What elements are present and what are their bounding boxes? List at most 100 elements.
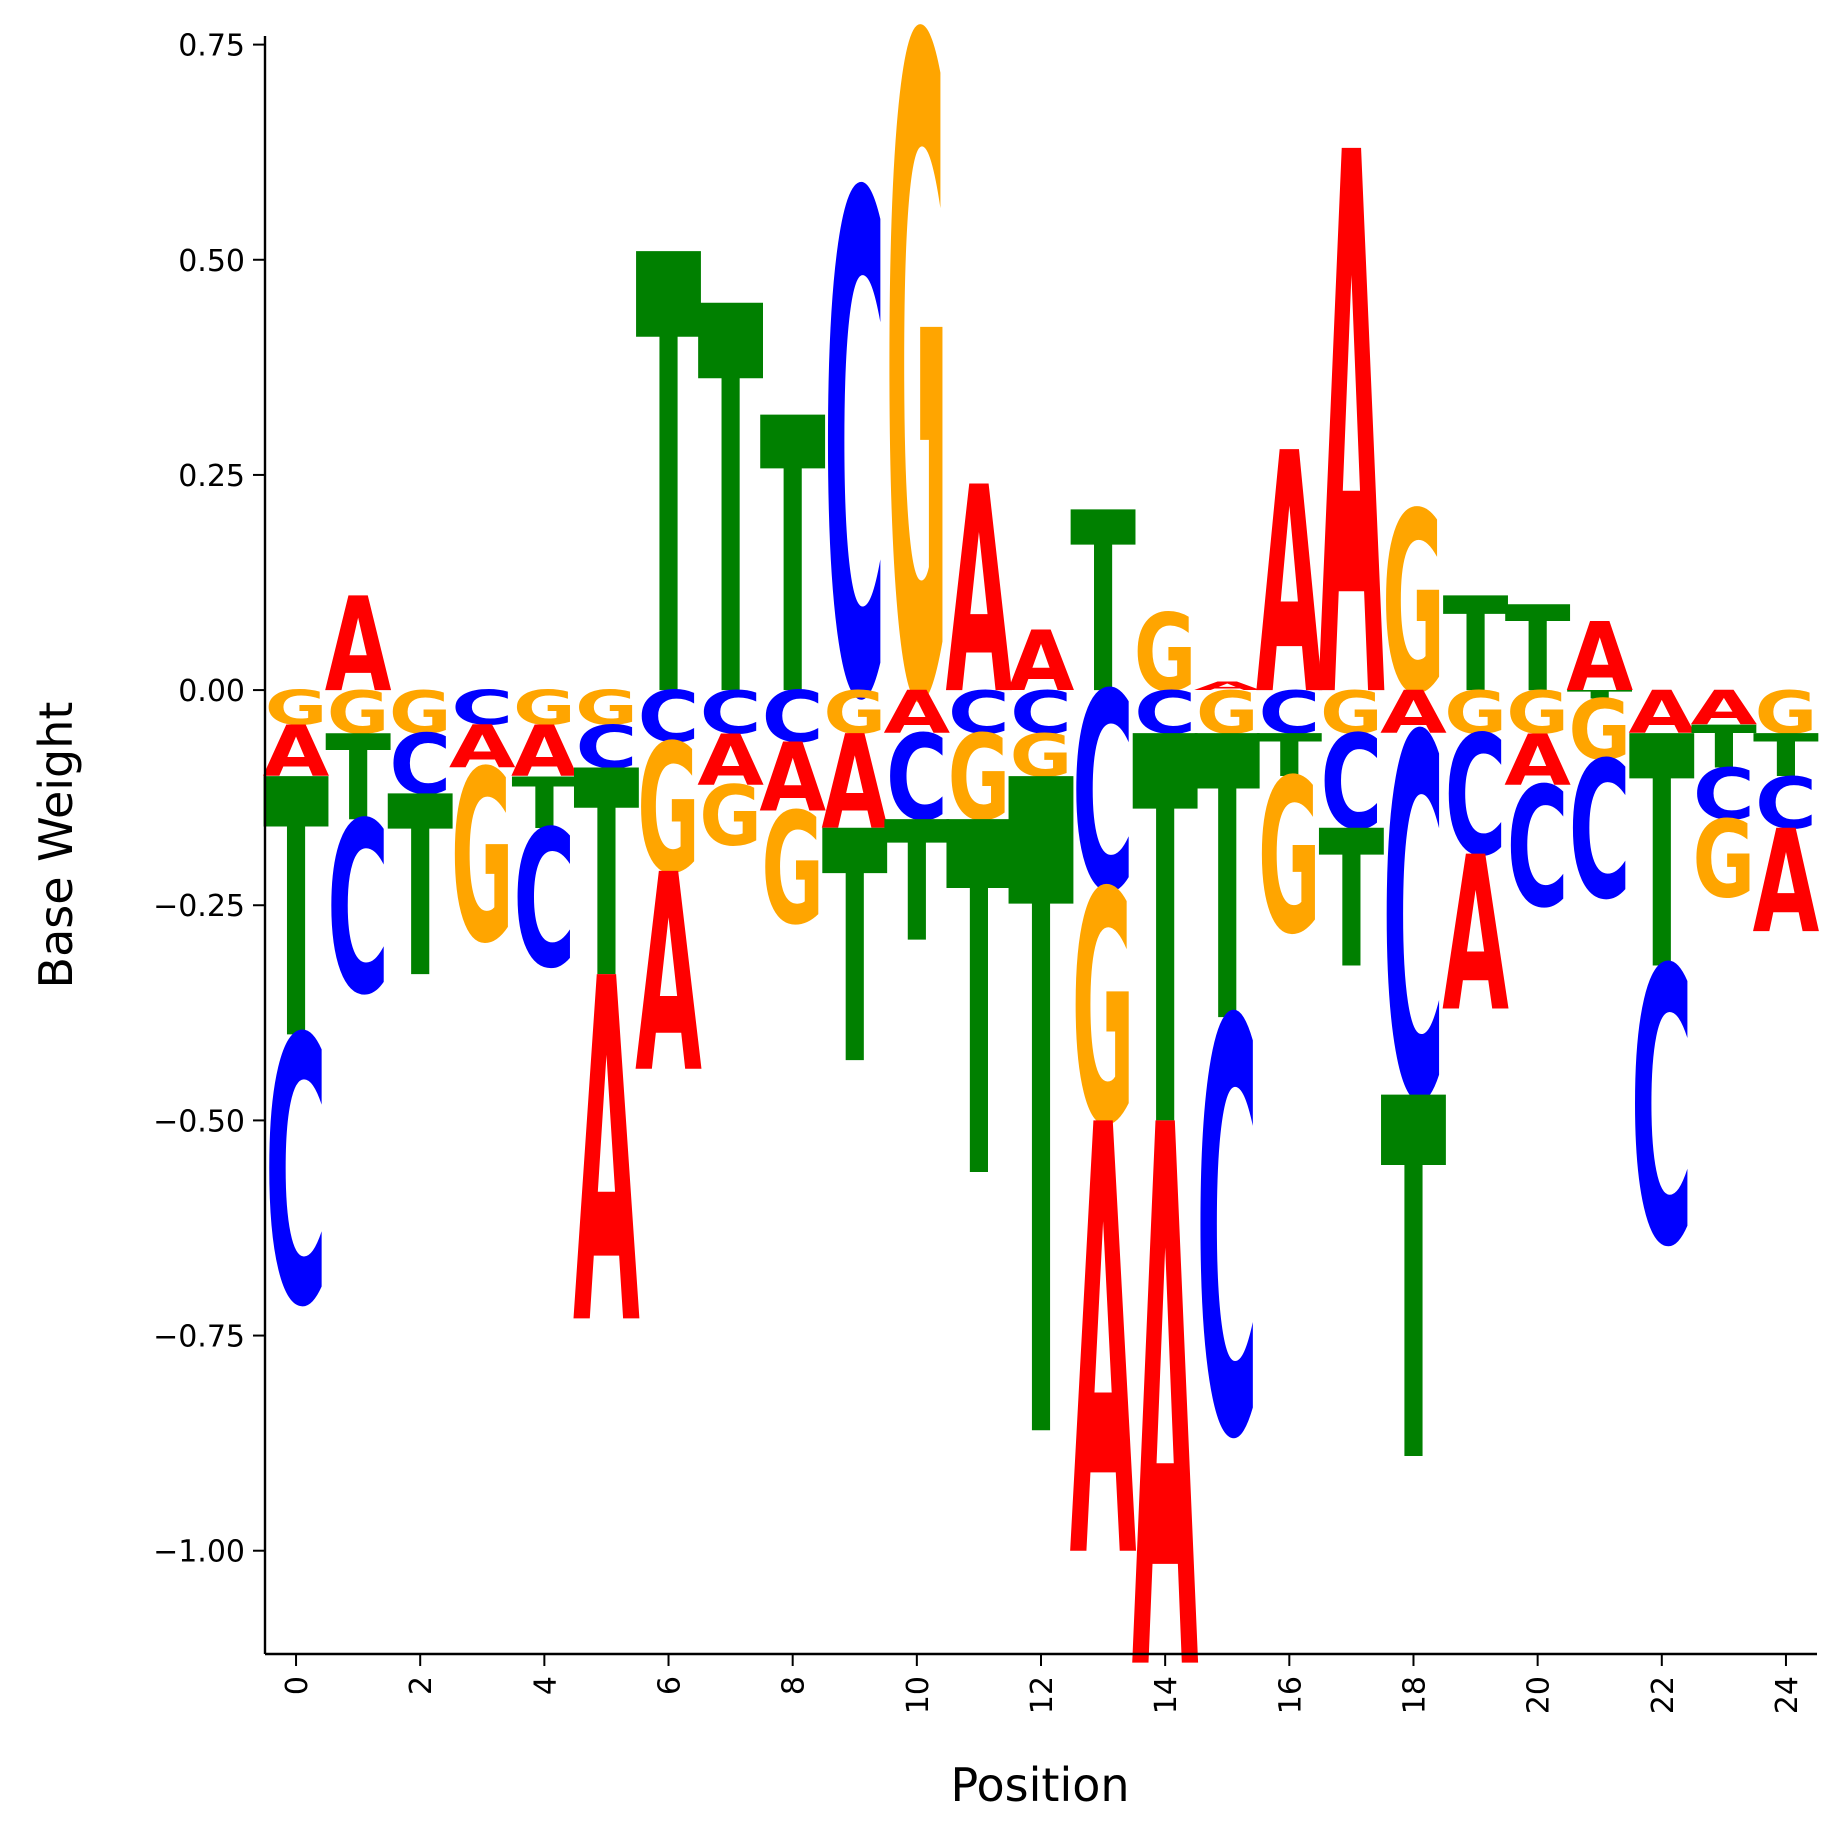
logo-letter-a: A [325,570,392,721]
x-tick: 22 [1646,1654,1681,1714]
logo-letter-c: C [1382,635,1444,1212]
logo-letter-g: G [1444,679,1506,747]
y-tick-label: 0.25 [178,459,245,494]
logo-letter-g: G [513,681,575,736]
y-tick: −0.75 [153,1320,265,1355]
x-tick: 16 [1273,1654,1308,1714]
logo-letter-t: T [1443,570,1509,721]
logo-letter-c: C [1631,890,1693,1330]
logo-letter-a: A [1504,719,1571,802]
logo-letter-t: T [884,786,950,979]
logo-letter-a: A [449,713,516,782]
logo-letter-t: T [1381,997,1447,1574]
logo-letter-c: C [1072,637,1134,953]
logo-letter-t: T [1629,669,1695,1041]
logo-letter-a: A [1132,973,1199,1834]
logo-letter-t: T [325,711,391,848]
x-tick: 2 [404,1654,439,1695]
logo-letter-t: T [1318,792,1384,1011]
logo-letter-a: A [1318,0,1385,865]
logo-letter-g: G [1568,682,1630,779]
x-tick-label: 12 [1025,1676,1060,1714]
logo-letter-t: T [263,707,329,1119]
logo-letter-g: G [1382,462,1444,750]
logo-letter-a: A [1691,681,1758,736]
logo-letter-a: A [759,724,826,834]
y-axis-title: Base Weight [29,702,83,989]
logo-letter-t: T [1008,599,1074,1642]
y-tick-label: 0.00 [178,674,245,709]
logo-letter-t: T [1505,582,1571,719]
logo-letter-c: C [1196,904,1258,1564]
logo-letter-c: C [1320,707,1382,859]
logo-letter-g: G [1196,679,1258,747]
logo-letter-t: T [1256,722,1322,791]
logo-letter-t: T [511,762,577,845]
logo-letter-c: C [1134,679,1196,748]
y-tick-label: −0.25 [153,889,245,924]
logo-letter-c: C [824,56,886,853]
logo-letter-t: T [760,341,826,781]
x-tick-label: 8 [777,1676,812,1695]
x-tick-label: 2 [404,1676,439,1695]
y-tick-label: −1.00 [153,1535,245,1570]
logo-letter-a: A [1442,812,1509,1060]
y-tick: 0.50 [178,244,265,279]
logo-letter-g: G [1134,591,1196,715]
logo-letter-g: G [1072,825,1134,1196]
logo-letter-c: C [638,677,700,759]
x-tick-label: 10 [901,1676,936,1714]
logo-letter-a: A [1628,679,1695,748]
logo-letter-t: T [698,199,764,817]
logo-letter-g: G [761,781,823,960]
logo-letter-c: C [886,711,948,848]
logo-letter-c: C [1755,763,1817,845]
logo-letter-t: T [946,724,1012,1287]
x-tick-label: 4 [528,1676,563,1695]
logo-letter-g: G [1506,679,1568,747]
logo-letter-g: G [1693,798,1755,922]
logo-letter-c: C [265,961,327,1388]
logo-letter-g: G [1755,679,1817,747]
logo-letter-a: A [1256,384,1323,769]
y-tick-label: 0.75 [178,29,245,64]
logo-letter-a: A [1566,603,1633,713]
x-tick: 4 [528,1654,563,1695]
logo-letter-t: T [1691,713,1757,782]
logo-letter-c: C [1445,700,1507,893]
x-tick: 14 [1149,1654,1184,1714]
logo-letter-a: A [697,719,764,802]
x-tick: 10 [901,1654,936,1714]
y-tick: −0.50 [153,1104,265,1139]
logo-letter-a: A [1070,1004,1137,1691]
logo-letter-c: C [513,790,575,1011]
logo-letter-t: T [1070,461,1136,750]
y-tick: 0.75 [178,29,265,64]
logo-letter-c: C [1569,721,1631,942]
x-axis-title: Position [950,1758,1129,1812]
y-tick-label: 0.50 [178,244,245,279]
logo-letter-a: A [821,708,888,859]
x-tick: 12 [1025,1654,1060,1714]
logo-letter-g: G [824,679,886,747]
x-tick-label: 0 [280,1676,315,1695]
logo-letter-g: G [886,0,948,903]
logo-letter-a: A [573,882,640,1432]
x-tick-label: 20 [1522,1676,1557,1714]
logo-letter-g: G [948,711,1010,848]
logo-letter-g: G [1258,734,1320,982]
logo-letter-a: A [1380,679,1447,748]
x-tick-label: 16 [1273,1676,1308,1714]
logo-letter-t: T [387,745,453,1034]
logo-letter-g: G [637,707,699,914]
y-tick: −0.25 [153,889,265,924]
logo-letter-a: A [635,817,702,1134]
logo-letter-t: T [1194,656,1260,1109]
y-tick-label: −0.50 [153,1104,245,1139]
y-tick: 0.25 [178,459,265,494]
x-tick-label: 14 [1149,1676,1184,1714]
logo-letter-c: C [1258,679,1320,748]
logo-letter-a: A [883,679,950,748]
logo-letter-c: C [762,677,824,759]
